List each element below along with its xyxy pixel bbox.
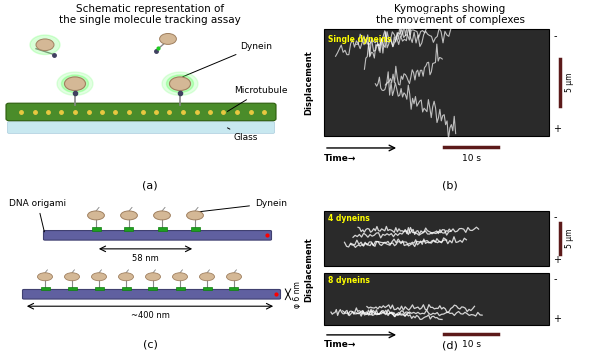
- Circle shape: [119, 273, 133, 281]
- Bar: [67, 287, 77, 290]
- Circle shape: [160, 34, 176, 44]
- Bar: [229, 287, 238, 290]
- Text: (a): (a): [142, 181, 158, 191]
- Text: 10 s: 10 s: [461, 340, 481, 349]
- Circle shape: [88, 211, 104, 220]
- Circle shape: [65, 273, 79, 281]
- Text: Displacement: Displacement: [305, 50, 314, 115]
- Text: Dynein: Dynein: [182, 42, 272, 77]
- Bar: [95, 287, 104, 290]
- Bar: [92, 227, 101, 232]
- Circle shape: [30, 35, 60, 55]
- Text: Dynein: Dynein: [198, 199, 287, 212]
- Text: DNA origami: DNA origami: [9, 199, 66, 232]
- FancyBboxPatch shape: [44, 230, 271, 240]
- Circle shape: [62, 75, 89, 92]
- Text: 4 dyneins: 4 dyneins: [329, 214, 370, 223]
- Text: 5 μm: 5 μm: [566, 229, 575, 248]
- Circle shape: [37, 273, 53, 281]
- Text: -: -: [554, 212, 557, 222]
- Text: ~400 nm: ~400 nm: [131, 311, 169, 320]
- Bar: [324, 29, 549, 136]
- Text: (c): (c): [143, 339, 157, 349]
- Circle shape: [57, 72, 93, 96]
- Circle shape: [187, 211, 203, 220]
- Bar: [324, 273, 549, 325]
- Text: +: +: [554, 314, 562, 324]
- Text: 5 μm: 5 μm: [566, 73, 575, 92]
- Circle shape: [227, 273, 241, 281]
- Circle shape: [162, 72, 198, 96]
- Circle shape: [121, 211, 137, 220]
- Bar: [324, 211, 549, 266]
- Bar: [125, 227, 133, 232]
- Bar: [41, 287, 49, 290]
- Text: -: -: [554, 274, 557, 284]
- Bar: [121, 287, 131, 290]
- Circle shape: [65, 77, 86, 91]
- Text: Microtubule: Microtubule: [227, 86, 287, 112]
- Circle shape: [170, 77, 191, 91]
- Circle shape: [36, 39, 54, 51]
- Bar: [157, 227, 167, 232]
- Text: Displacement: Displacement: [305, 237, 314, 302]
- Bar: [191, 227, 199, 232]
- Text: 58 nm: 58 nm: [132, 253, 159, 263]
- Text: Single dyneins: Single dyneins: [329, 35, 392, 44]
- Bar: [203, 287, 212, 290]
- Circle shape: [91, 273, 107, 281]
- Text: +: +: [554, 255, 562, 265]
- Circle shape: [199, 273, 215, 281]
- Text: (d): (d): [442, 341, 458, 351]
- Text: Glass: Glass: [227, 128, 259, 142]
- Text: -: -: [554, 31, 557, 41]
- Text: (b): (b): [442, 181, 458, 191]
- Text: Time→: Time→: [324, 340, 356, 349]
- Circle shape: [173, 273, 187, 281]
- Text: Kymographs showing
the movement of complexes: Kymographs showing the movement of compl…: [376, 4, 524, 25]
- Text: 10 s: 10 s: [461, 154, 481, 163]
- Bar: [148, 287, 157, 290]
- Text: +: +: [554, 124, 562, 134]
- FancyBboxPatch shape: [7, 122, 275, 133]
- Text: 8 dyneins: 8 dyneins: [329, 276, 370, 285]
- Circle shape: [154, 211, 170, 220]
- Circle shape: [146, 273, 161, 281]
- Text: Time→: Time→: [324, 154, 356, 163]
- FancyBboxPatch shape: [6, 103, 276, 121]
- Text: Schematic representation of
the single molecule tracking assay: Schematic representation of the single m…: [59, 4, 241, 25]
- FancyBboxPatch shape: [23, 290, 281, 299]
- Text: φ 6 nm: φ 6 nm: [293, 281, 302, 308]
- Circle shape: [167, 75, 193, 92]
- Bar: [176, 287, 185, 290]
